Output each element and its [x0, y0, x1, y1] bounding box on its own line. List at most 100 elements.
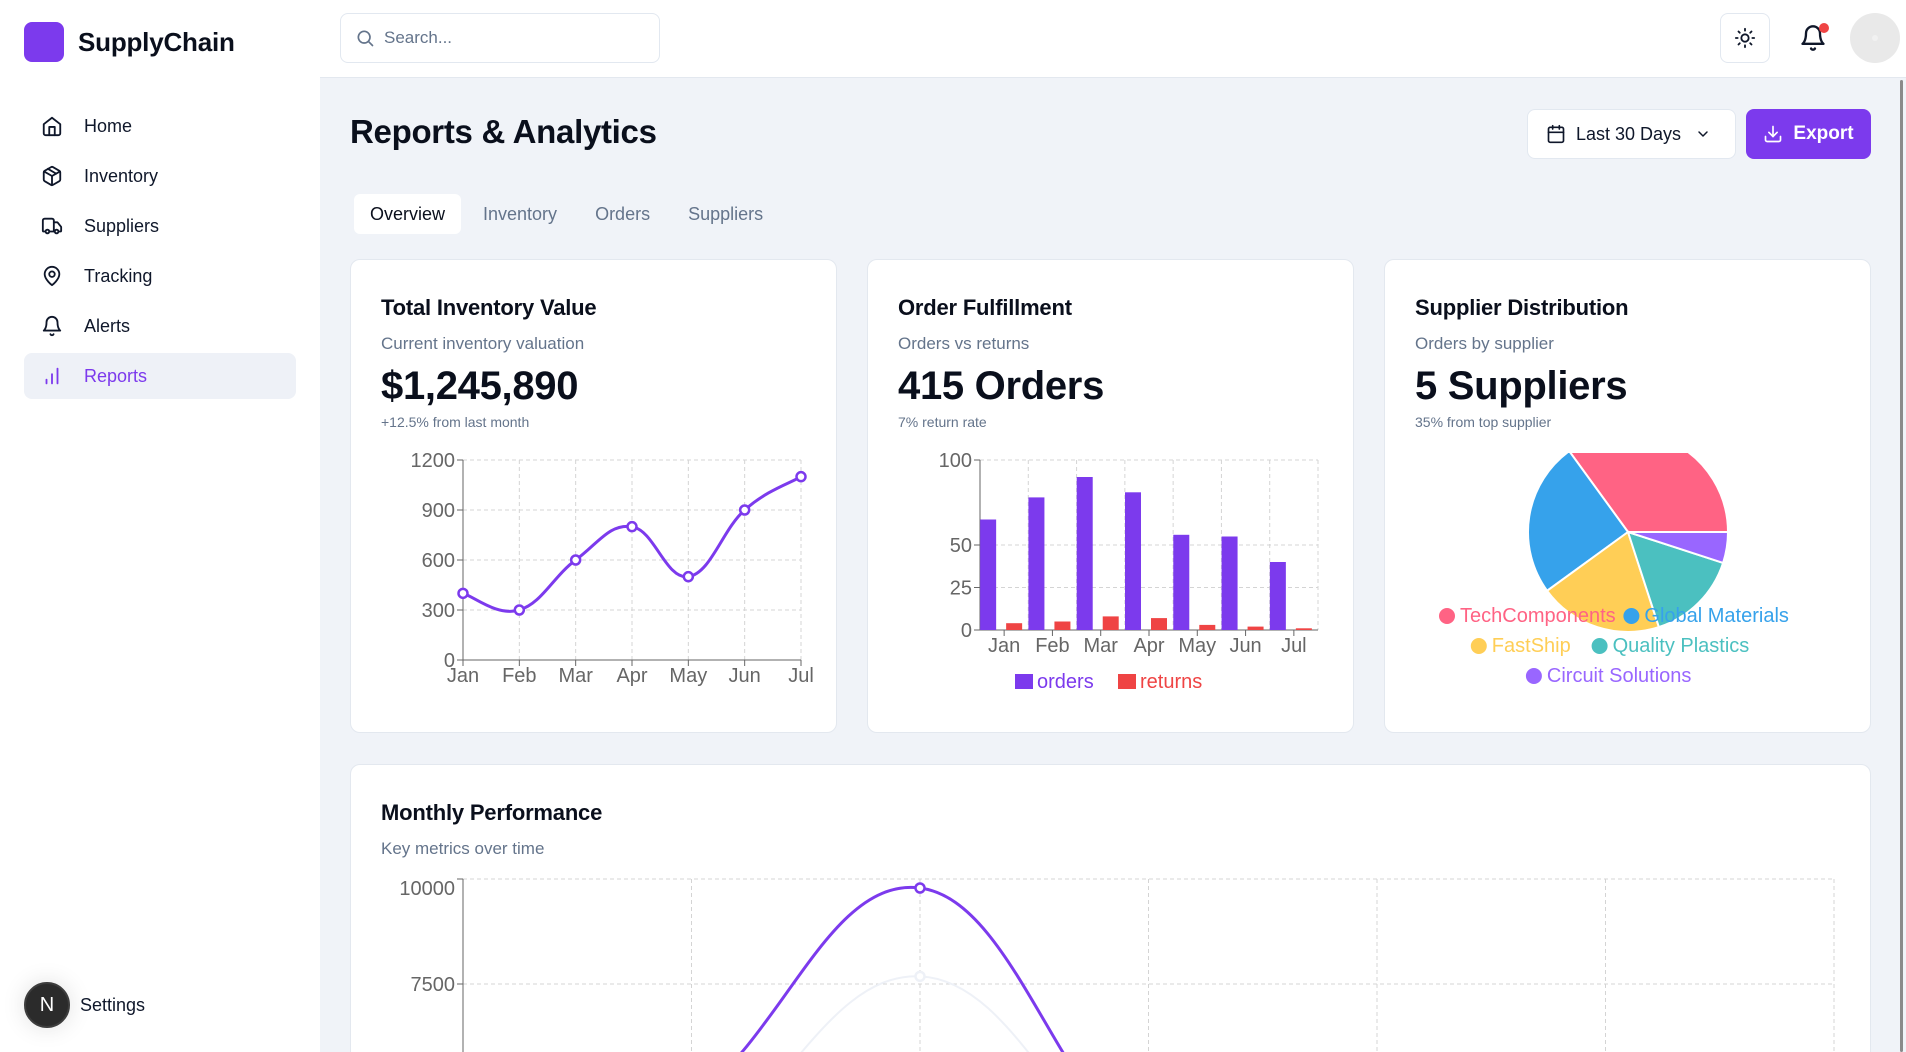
sidebar-item-label: Home — [84, 115, 133, 136]
returns-bar — [1247, 626, 1264, 630]
sidebar-item-suppliers[interactable]: Suppliers — [24, 203, 296, 249]
returns-legend-swatch — [1118, 674, 1136, 689]
sidebar-nav: Home Inventory Suppliers Tracking Alerts — [24, 103, 296, 403]
theme-toggle-button[interactable] — [1720, 13, 1770, 63]
orders-bar — [980, 519, 997, 630]
x-tick-label: Mar — [1083, 635, 1118, 657]
pie-slice — [1527, 453, 1630, 593]
data-point — [682, 570, 695, 583]
download-icon — [1763, 124, 1783, 144]
tab-suppliers[interactable]: Suppliers — [688, 203, 764, 224]
legend-label: TechComponents — [1460, 605, 1616, 627]
sidebar-item-alerts[interactable]: Alerts — [24, 303, 296, 349]
tab-overview[interactable]: Overview — [354, 194, 462, 234]
orders-legend-swatch — [1015, 674, 1033, 689]
search-icon — [355, 28, 375, 48]
y-tick-label: 100 — [939, 450, 972, 472]
pie-group — [1527, 453, 1730, 633]
top-header — [320, 0, 1906, 78]
export-label: Export — [1793, 123, 1854, 144]
map-pin-icon — [40, 264, 64, 288]
y-tick-label: 25 — [950, 578, 972, 600]
notifications-button[interactable] — [1788, 13, 1838, 63]
legend-dot — [1591, 638, 1608, 654]
x-tick-label: May — [1178, 635, 1216, 657]
primary-data-point — [914, 882, 926, 894]
card-subtitle: Orders by supplier — [1415, 334, 1554, 353]
pie-slice — [1569, 453, 1730, 533]
y-tick-label: 600 — [422, 550, 455, 572]
card-title: Total Inventory Value — [381, 295, 597, 320]
sidebar-item-reports[interactable]: Reports — [24, 353, 296, 399]
home-icon — [40, 114, 64, 138]
orders-bar — [1221, 536, 1238, 630]
bar-chart-icon — [40, 364, 64, 388]
sidebar-item-tracking[interactable]: Tracking — [24, 253, 296, 299]
orders-bar-chart: 0 25 50 100 Jan Feb Mar Apr May Jun Jul orders retur… — [939, 450, 1319, 693]
orders-legend-label: orders — [1037, 671, 1094, 693]
legend-label: Quality Plastics — [1613, 635, 1750, 657]
returns-bar — [1102, 616, 1119, 630]
page-title: Reports & Analytics — [350, 113, 657, 150]
settings-button[interactable]: N Settings — [24, 982, 145, 1028]
user-avatar[interactable] — [1850, 13, 1900, 63]
x-tick-label: Feb — [502, 665, 536, 687]
x-tick-label: Mar — [558, 665, 593, 687]
returns-bar — [1054, 621, 1071, 630]
calendar-icon — [1546, 124, 1566, 144]
x-tick-label: Jun — [1229, 635, 1261, 657]
sidebar-item-label: Alerts — [84, 315, 131, 336]
monthly-performance-card: Monthly Performance Key metrics over tim… — [350, 764, 1871, 1052]
data-point — [513, 604, 526, 616]
report-tabs: Overview Inventory Orders Suppliers — [354, 194, 779, 234]
sidebar-item-inventory[interactable]: Inventory — [24, 153, 296, 199]
x-tick-label: Apr — [1133, 635, 1164, 657]
export-button[interactable]: Export — [1746, 109, 1871, 159]
order-fulfillment-card: Order Fulfillment Orders vs returns 415 … — [867, 259, 1354, 733]
legend-dot — [1439, 608, 1455, 624]
inventory-value-card: Total Inventory Value Current inventory … — [350, 259, 837, 733]
x-tick-label: Jan — [988, 635, 1020, 657]
orders-bar — [1173, 534, 1190, 630]
supplier-distribution-card: Supplier Distribution Orders by supplier… — [1384, 259, 1871, 733]
sidebar-item-label: Suppliers — [84, 215, 160, 236]
page-scrollbar[interactable] — [1900, 80, 1903, 1052]
supplier-pie-chart: TechComponents Global Materials FastShip Qu… — [1439, 453, 1789, 687]
card-value: $1,245,890 — [381, 364, 579, 408]
bell-icon — [40, 314, 64, 338]
legend-dot — [1525, 668, 1542, 684]
package-icon — [40, 164, 64, 188]
card-note: +12.5% from last month — [381, 414, 530, 430]
orders-bar — [1125, 492, 1141, 630]
sidebar-item-label: Tracking — [84, 265, 153, 286]
tab-inventory[interactable]: Inventory — [483, 203, 558, 224]
date-range-select[interactable]: Last 30 Days — [1527, 109, 1736, 159]
x-tick-label: Jul — [1281, 635, 1307, 657]
search-box[interactable] — [340, 13, 660, 63]
sidebar-item-label: Reports — [84, 365, 148, 386]
x-tick-label: Jan — [447, 665, 479, 687]
returns-legend-label: returns — [1140, 671, 1202, 693]
tab-orders[interactable]: Orders — [595, 203, 651, 224]
secondary-data-point — [914, 970, 926, 983]
sidebar-item-home[interactable]: Home — [24, 103, 296, 149]
avatar: N — [24, 982, 70, 1028]
y-tick-label: 7500 — [411, 974, 456, 996]
returns-bar — [1295, 628, 1312, 630]
legend-label: Global Materials — [1644, 605, 1789, 627]
legend-dot — [1623, 608, 1640, 624]
legend-dot — [1470, 638, 1487, 654]
y-tick-label: 10000 — [399, 878, 455, 900]
search-input[interactable] — [384, 28, 644, 48]
data-point — [457, 587, 469, 600]
legend-label: Circuit Solutions — [1547, 665, 1692, 687]
brand[interactable]: SupplyChain — [24, 22, 235, 62]
bell-icon — [1799, 24, 1827, 52]
y-tick-label: 50 — [950, 535, 972, 557]
sidebar-item-label: Inventory — [84, 165, 159, 186]
card-note: 7% return rate — [898, 414, 987, 430]
data-point — [738, 504, 751, 516]
returns-bar — [1199, 624, 1216, 630]
sidebar: SupplyChain Home Inventory Suppliers Tra… — [0, 0, 320, 1052]
notification-badge — [1819, 23, 1829, 33]
